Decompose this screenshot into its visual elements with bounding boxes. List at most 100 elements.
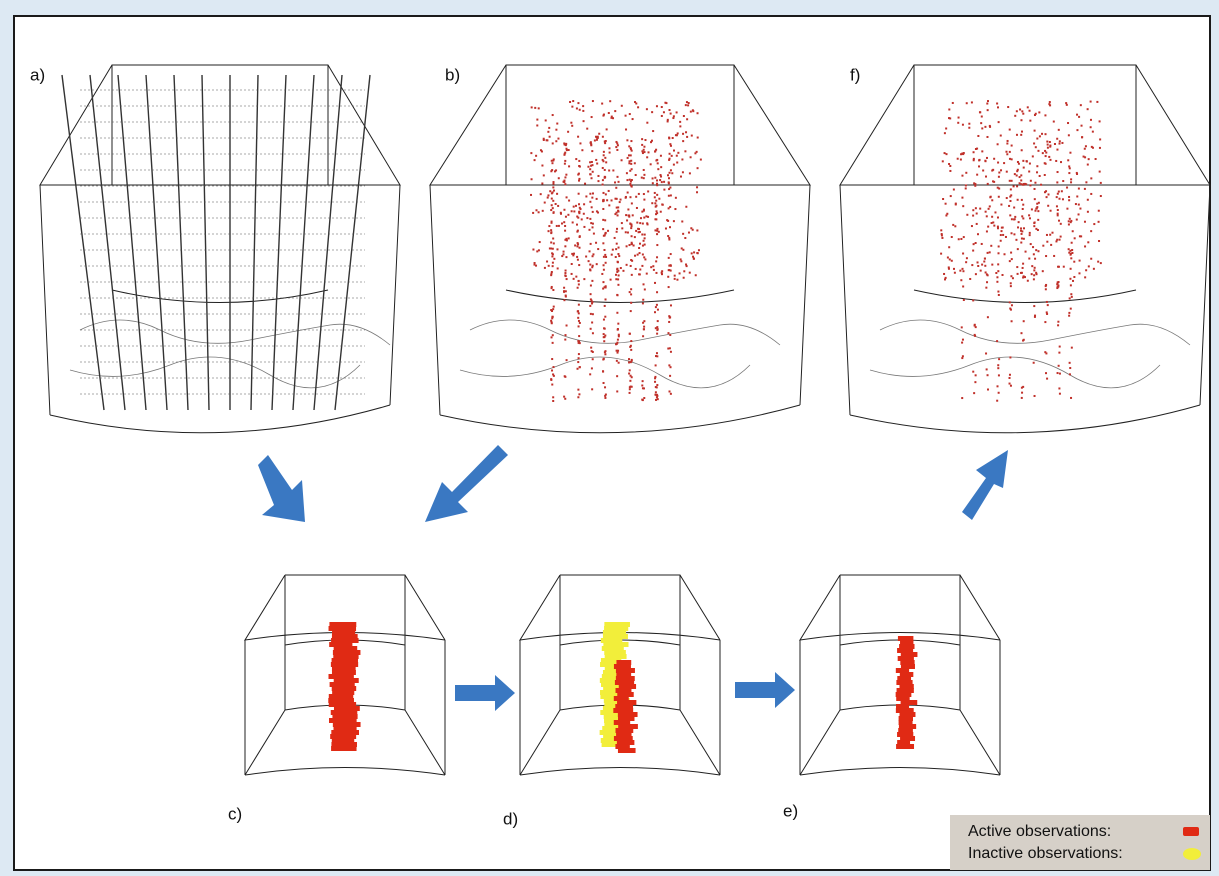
- observation: [590, 293, 592, 295]
- observation: [946, 213, 948, 215]
- observation: [1087, 211, 1089, 213]
- observation: [985, 176, 987, 178]
- observation: [535, 155, 537, 157]
- observation: [998, 358, 1000, 360]
- observation: [642, 387, 644, 389]
- observation: [997, 367, 999, 369]
- observation: [1066, 104, 1068, 106]
- observation: [986, 281, 988, 283]
- observation: [656, 291, 658, 293]
- observation: [670, 253, 672, 255]
- observation: [1018, 221, 1020, 223]
- observation: [1055, 240, 1057, 242]
- observation: [998, 252, 1000, 254]
- observation: [591, 197, 593, 199]
- observation: [1085, 145, 1087, 147]
- observation: [552, 289, 554, 291]
- observation: [669, 226, 671, 228]
- observation: [682, 171, 684, 173]
- observation: [578, 393, 580, 395]
- observation: [1029, 217, 1031, 219]
- observation: [553, 375, 555, 377]
- observation: [655, 391, 657, 393]
- panel-label: d): [503, 809, 518, 828]
- observation: [629, 333, 631, 335]
- observation: [592, 265, 594, 267]
- observation: [551, 271, 553, 273]
- observation: [1069, 218, 1071, 220]
- observation: [671, 155, 673, 157]
- observation: [1096, 101, 1098, 103]
- observation: [1099, 120, 1101, 122]
- observation: [944, 132, 946, 134]
- observation: [602, 208, 604, 210]
- observation: [589, 305, 591, 307]
- observation: [617, 294, 619, 296]
- observation: [664, 102, 666, 104]
- observation: [614, 110, 616, 112]
- observation: [602, 159, 604, 161]
- observation: [1017, 199, 1019, 201]
- observation: [682, 233, 684, 235]
- observation: [660, 155, 662, 157]
- observation: [961, 342, 963, 344]
- observation: [565, 334, 567, 336]
- observation: [945, 214, 947, 216]
- observation: [1057, 286, 1059, 288]
- observation: [1060, 161, 1062, 163]
- observation: [630, 147, 632, 149]
- observation: [617, 284, 619, 286]
- observation: [682, 140, 684, 142]
- observation: [564, 339, 566, 341]
- observation: [588, 260, 590, 262]
- observation: [969, 278, 971, 280]
- observation: [1009, 151, 1011, 153]
- observation: [674, 278, 676, 280]
- observation: [1022, 204, 1024, 206]
- observation: [1062, 198, 1064, 200]
- observation: [668, 159, 670, 161]
- observation: [565, 290, 567, 292]
- observation: [962, 285, 964, 287]
- observation: [998, 176, 1000, 178]
- observation: [986, 215, 988, 217]
- observation: [979, 208, 981, 210]
- observation: [1029, 232, 1031, 234]
- observation: [655, 206, 657, 208]
- observation: [1014, 115, 1016, 117]
- observation: [668, 269, 670, 271]
- observation: [654, 229, 656, 231]
- observation: [629, 160, 631, 162]
- observation: [1021, 237, 1023, 239]
- observation: [675, 197, 677, 199]
- observation: [1020, 227, 1022, 229]
- observation: [616, 149, 618, 151]
- observation: [630, 160, 632, 162]
- observation: [641, 144, 643, 146]
- observation: [985, 352, 987, 354]
- observation: [577, 310, 579, 312]
- observation: [948, 163, 950, 165]
- observation: [1040, 184, 1042, 186]
- observation: [608, 147, 610, 149]
- observation: [981, 150, 983, 152]
- observation: [655, 306, 657, 308]
- observation: [576, 107, 578, 109]
- observation: [1057, 281, 1059, 283]
- observation: [1003, 162, 1005, 164]
- observation: [1060, 223, 1062, 225]
- observation: [1034, 198, 1036, 200]
- observation: [564, 160, 566, 162]
- observation: [685, 104, 687, 106]
- observation: [571, 210, 573, 212]
- observation: [556, 193, 558, 195]
- observation: [543, 139, 545, 141]
- observation: [1056, 205, 1058, 207]
- observation: [1070, 257, 1072, 259]
- observation: [1070, 181, 1072, 183]
- observation: [1050, 244, 1052, 246]
- observation: [578, 335, 580, 337]
- observation: [631, 260, 633, 262]
- observation: [589, 269, 591, 271]
- observation: [603, 264, 605, 266]
